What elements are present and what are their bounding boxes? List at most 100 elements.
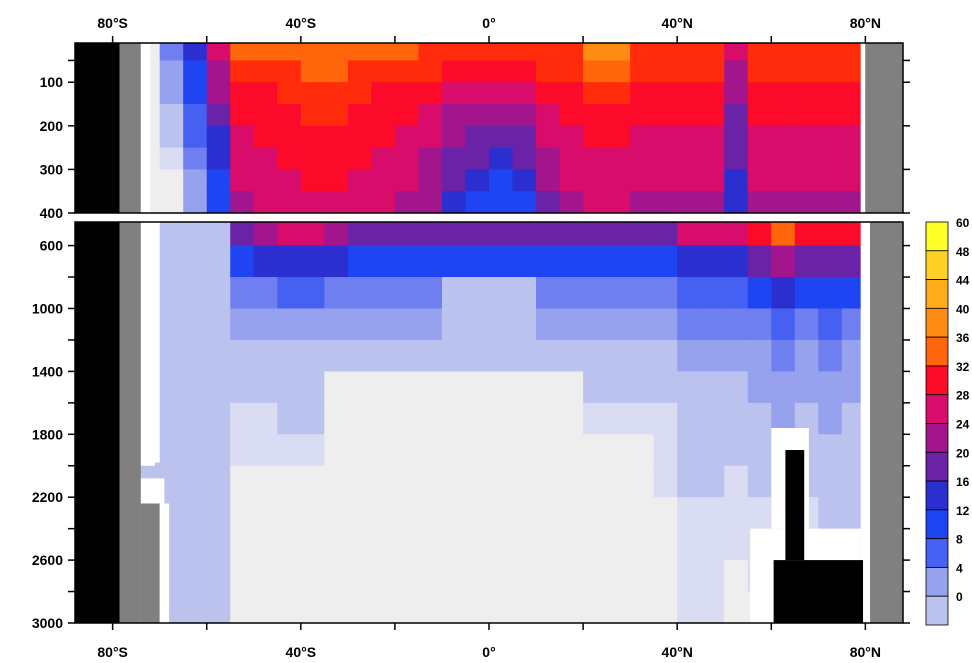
upper-cell [653,125,678,149]
lower-cell [206,371,231,404]
lower-cell [677,591,702,623]
lower-cell [630,497,655,530]
upper-cell [818,82,843,105]
upper-cell [159,125,184,149]
colorbar-label: 36 [956,331,970,345]
lower-cell [559,528,584,561]
upper-cell [230,104,255,127]
upper-cell [841,43,866,62]
lower-cell [300,591,325,623]
upper-cell [512,82,537,105]
upper-cell [371,60,396,83]
upper-cell [347,82,372,105]
upper-cell [536,169,561,192]
upper-cell [277,60,302,83]
lower-cell [771,371,796,404]
lower-cell [653,308,678,341]
lower-cell [794,371,819,404]
lower-cell [418,465,443,498]
upper-cell [630,191,655,213]
upper-cell [465,125,490,149]
colorbar-box [925,509,949,540]
lower-cell [559,277,584,310]
no-data-north [860,43,866,213]
upper-cell [394,104,420,127]
upper-cell [441,43,467,62]
lower-cell [724,371,749,404]
lower-cell [677,560,702,593]
upper-cell [512,147,537,171]
lower-cell [489,497,514,530]
upper-cell [159,147,184,171]
upper-cell [418,43,443,62]
upper-cell [771,169,796,192]
y-upper-tick-label: 300 [40,161,64,177]
lower-cell [606,528,631,561]
lower-cell [465,222,490,247]
lower-cell [441,528,467,561]
lower-cell [347,371,372,404]
lower-cell [724,591,749,623]
lower-cell [747,434,772,467]
colorbar-box [925,451,949,482]
upper-cell [324,104,349,127]
upper-cell [559,191,584,213]
upper-cell [206,147,231,171]
lower-cell [441,371,467,404]
lower-cell [371,434,396,467]
lower-cell [347,591,372,623]
colorbar-label: 40 [956,302,970,316]
lower-cell [677,402,702,435]
upper-cell [841,125,866,149]
lower-cell [700,222,725,247]
lower-cell [183,497,208,530]
upper-cell [700,125,725,149]
y-upper-tick-label: 400 [40,205,64,221]
lower-cell [183,528,208,561]
upper-cell [277,169,302,192]
upper-cell [583,104,608,127]
upper-cell [559,147,584,171]
upper-cell [489,191,514,213]
upper-cell [183,169,208,192]
lower-cell [818,277,843,310]
lower-cell [677,339,702,372]
upper-cell [630,43,655,62]
lower-cell [630,528,655,561]
y-lower-tick-label: 3000 [32,615,63,631]
lower-cell [300,465,325,498]
colorbar-label: 20 [956,446,970,460]
lower-cell [418,402,443,435]
colorbar-box [925,307,949,338]
lower-cell [371,402,396,435]
lower-cell [465,560,490,593]
lower-cell [253,465,278,498]
lower-cell [583,308,608,341]
lower-cell [300,371,325,404]
upper-cell [771,191,796,213]
upper-cell [536,104,561,127]
lower-cell [606,277,631,310]
lower-cell [653,402,678,435]
lower-cell [583,434,608,467]
lower-cell [300,222,325,247]
colorbar-label: 8 [956,533,963,547]
lower-cell [465,277,490,310]
lower-cell [512,434,537,467]
upper-cell [606,125,631,149]
lower-cell [653,339,678,372]
lower-cell [206,465,231,498]
lower-cell [559,371,584,404]
lower-cell [159,402,184,435]
colorbar-label: 24 [956,418,970,432]
upper-cell [441,147,467,171]
upper-cell [347,147,372,171]
lower-cell [324,591,349,623]
lower-cell [771,245,796,278]
lower-cell [794,245,819,278]
upper-cell [489,147,514,171]
lower-cell [630,277,655,310]
lower-cell [230,402,255,435]
colorbar-label: 4 [956,561,963,575]
